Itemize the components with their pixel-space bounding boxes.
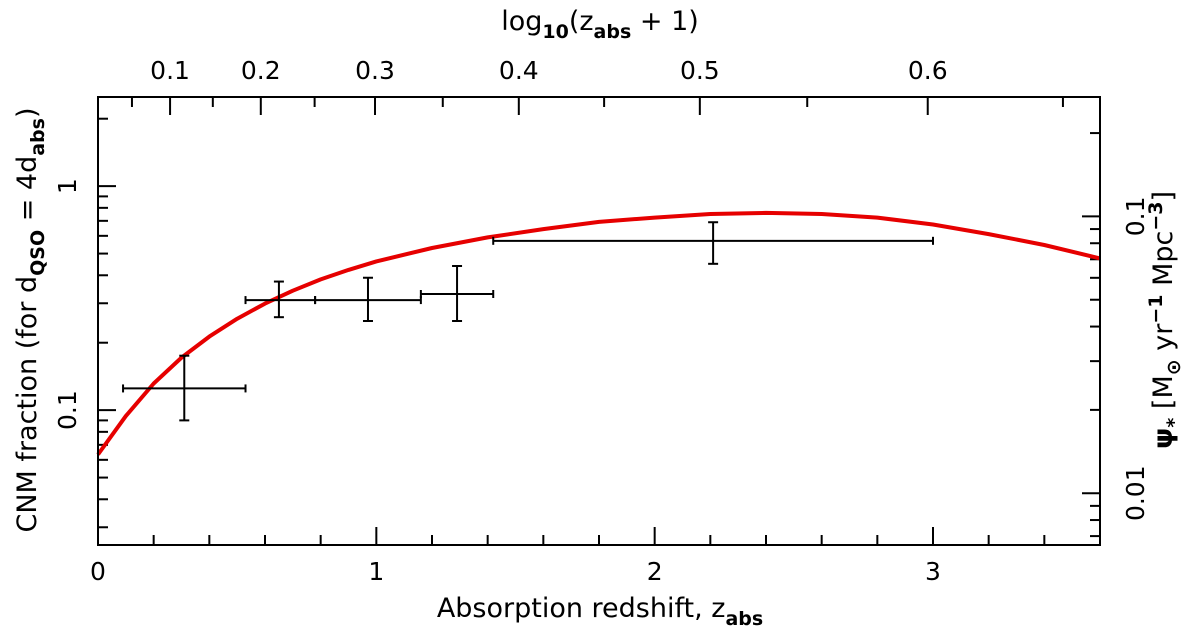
- top-tick-label: 0.3: [355, 56, 395, 85]
- data-point-1: [122, 354, 247, 422]
- points-layer: [122, 221, 934, 422]
- data-point-5: [492, 221, 934, 265]
- y-tick-label: 0.1: [53, 390, 82, 430]
- data-point-4: [419, 265, 495, 322]
- x-axis-label: Absorption redshift, zabs: [437, 593, 763, 630]
- y2-axis-label: ψ* [M⊙ yr−1 Mpc−3]: [1145, 191, 1185, 449]
- top-tick-label: 0.2: [241, 56, 281, 85]
- top-tick-label: 0.6: [908, 56, 948, 85]
- y2-tick-label: 0.01: [1121, 465, 1150, 521]
- top-tick-label: 0.5: [680, 56, 720, 85]
- x-tick-label: 3: [925, 557, 941, 586]
- minor-ticks: [97, 97, 1101, 545]
- curve-layer: [96, 210, 1101, 456]
- data-point-3: [314, 276, 422, 322]
- x-tick-label: 1: [368, 557, 384, 586]
- top-tick-label: 0.1: [150, 56, 190, 85]
- plot-frame: [97, 96, 1101, 546]
- sfr-curve-line: [96, 210, 1101, 456]
- top-tick-label: 0.4: [499, 56, 539, 85]
- top-axis-label: log10(zabs + 1): [501, 6, 699, 43]
- x-tick-label: 0: [90, 557, 106, 586]
- y2-tick-label: 0.1: [1121, 197, 1150, 237]
- y-axis-label: CNM fraction (for dQSO = 4dabs): [12, 108, 49, 533]
- tick-labels: 0 1 2 3 0.1 0.2 0.3 0.4 0.5 0.6 0.1 1 0.01 0.1: [53, 56, 1150, 586]
- y-tick-label: 1: [53, 178, 82, 194]
- x-tick-label: 2: [647, 557, 663, 586]
